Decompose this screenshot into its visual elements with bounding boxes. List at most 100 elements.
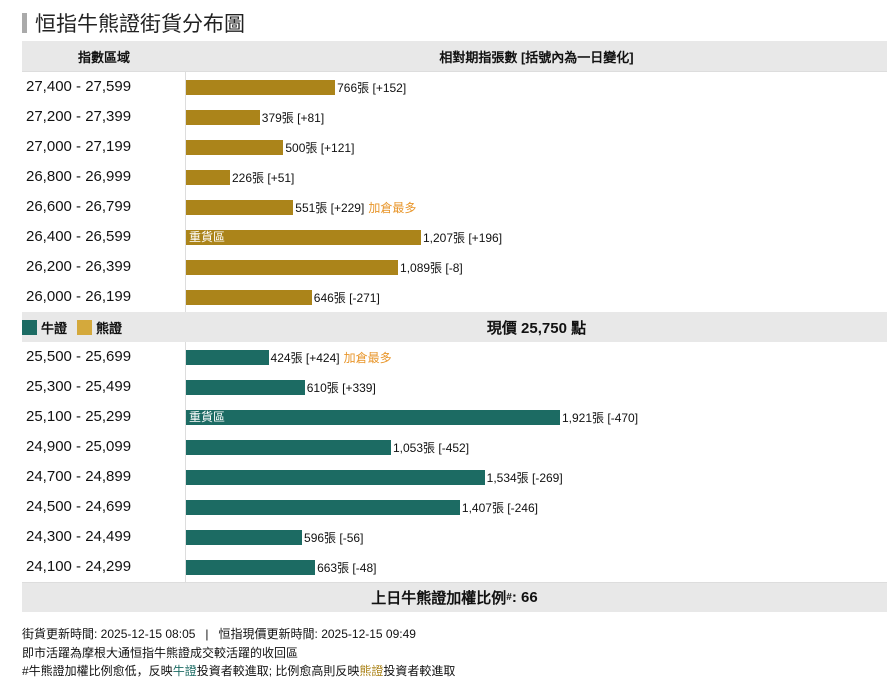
bear-row: 26,000 - 26,199 646張 [-271]: [22, 282, 887, 312]
title-marker: [22, 13, 27, 33]
bar-cell: 646張 [-271]: [186, 282, 887, 312]
range-label: 25,100 - 25,299: [22, 402, 186, 432]
bar-value-label: 226張 [+51]: [232, 170, 295, 185]
update-time-note: 街貨更新時間: 2025-12-15 08:05 | 恒指現價更新時間: 202…: [22, 627, 416, 641]
bear-bar: [186, 259, 399, 275]
active-zone-note: 即市活躍為摩根大通恒指牛熊證成交較活躍的收回區: [22, 645, 299, 660]
bear-rows: 27,400 - 27,599 766張 [+152] 27,200 - 27,39…: [22, 72, 887, 312]
bar-cell: 610張 [+339]: [186, 372, 887, 402]
bar-value-label: 500張 [+121]: [285, 140, 355, 155]
bull-bar: [186, 559, 316, 575]
range-label: 27,200 - 27,399: [22, 102, 186, 132]
bull-bar: [186, 469, 485, 485]
count-column-header: 相對期指張數 [括號內為一日變化]: [439, 49, 634, 65]
bull-swatch: [22, 319, 37, 335]
bar-cell: 重貨區 1,207張 [+196]: [186, 222, 887, 252]
title-text: 恒指牛熊證街貨分布圖: [35, 13, 245, 36]
range-label: 26,800 - 26,999: [22, 162, 186, 192]
bar-value-label: 1,407張 [-246]: [461, 500, 538, 515]
page-title: 恒指牛熊證街貨分布圖: [22, 10, 245, 36]
bull-row: 24,700 - 24,899 1,534張 [-269]: [22, 462, 887, 492]
bear-row: 27,000 - 27,199 500張 [+121]: [22, 132, 887, 162]
bar-cell: 379張 [+81]: [186, 102, 887, 132]
range-label: 26,000 - 26,199: [22, 282, 186, 312]
bull-bar: [186, 499, 460, 515]
bar-value-label: 1,921張 [-470]: [562, 410, 639, 425]
range-label: 26,600 - 26,799: [22, 192, 186, 222]
bar-value-label: 379張 [+81]: [261, 110, 325, 125]
current-price: 現價 25,750 點: [486, 319, 587, 337]
bar-cell: 766張 [+152]: [186, 72, 887, 102]
range-label: 24,100 - 24,299: [22, 552, 186, 582]
bear-row: 26,600 - 26,799 551張 [+229] 加倉最多: [22, 192, 887, 222]
bull-row: 25,300 - 25,499 610張 [+339]: [22, 372, 887, 402]
bar-value-label: 610張 [+339]: [306, 380, 376, 395]
bear-bar: [186, 109, 260, 125]
bull-bar: [186, 439, 391, 455]
bear-bar: [186, 79, 336, 95]
weight-ratio-value: : 66: [511, 589, 538, 606]
range-column-header: 指數區域: [77, 49, 130, 65]
most-added-tag: 加倉最多: [368, 200, 417, 215]
bar-cell: 1,534張 [-269]: [186, 462, 887, 492]
ratio-note-c: 投資者較進取; 比例愈高則反映: [196, 664, 360, 678]
bar-value-label: 646張 [-271]: [313, 290, 380, 305]
weight-ratio-label: 上日牛熊證加權比例: [371, 590, 507, 607]
range-label: 26,400 - 26,599: [22, 222, 186, 252]
bear-row: 27,200 - 27,399 379張 [+81]: [22, 102, 887, 132]
bar-value-label: 663張 [-48]: [317, 560, 377, 575]
bar-value-label: 1,053張 [-452]: [393, 440, 470, 455]
bear-row: 27,400 - 27,599 766張 [+152]: [22, 72, 887, 102]
bear-row: 26,400 - 26,599 重貨區 1,207張 [+196]: [22, 222, 887, 252]
bar-value-label: 1,207張 [+196]: [422, 230, 503, 245]
bar-value-label: 1,534張 [-269]: [486, 470, 563, 485]
range-label: 24,900 - 25,099: [22, 432, 186, 462]
bull-bar: [186, 529, 303, 545]
bear-swatch: [77, 319, 93, 335]
bar-cell: 1,089張 [-8]: [186, 252, 887, 282]
bear-bar: [186, 199, 294, 215]
ratio-note: #牛熊證加權比例愈低，反映牛證投資者較進取; 比例愈高則反映熊證投資者較進取: [22, 662, 455, 681]
bar-cell: 500張 [+121]: [186, 132, 887, 162]
ratio-note-e: 投資者較進取: [383, 664, 456, 678]
ratio-note-a: #牛熊證加權比例愈低，反映: [22, 664, 173, 678]
range-label: 25,300 - 25,499: [22, 372, 186, 402]
bull-row: 25,500 - 25,699 424張 [+424] 加倉最多: [22, 342, 887, 372]
bear-bar: [186, 289, 312, 305]
ratio-note-bear: 熊證: [359, 664, 384, 678]
bar-cell: 1,053張 [-452]: [186, 432, 887, 462]
legend-bear: 熊證: [96, 320, 123, 336]
bear-bar: [186, 139, 284, 155]
most-added-tag: 加倉最多: [343, 350, 392, 365]
bull-bar: 重貨區: [186, 409, 560, 425]
legend-bull: 牛證: [41, 320, 68, 336]
range-label: 25,500 - 25,699: [22, 342, 186, 372]
bar-value-label: 551張 [+229]: [295, 200, 365, 215]
bull-row: 24,100 - 24,299 663張 [-48]: [22, 552, 887, 582]
bar-value-label: 766張 [+152]: [337, 80, 407, 95]
weight-ratio-row: 上日牛熊證加權比例 #: 66: [22, 582, 887, 612]
bar-cell: 重貨區 1,921張 [-470]: [186, 402, 887, 432]
range-label: 24,300 - 24,499: [22, 522, 186, 552]
bar-cell: 424張 [+424] 加倉最多: [186, 342, 887, 372]
bear-row: 26,200 - 26,399 1,089張 [-8]: [22, 252, 887, 282]
table-header: 指數區域 相對期指張數 [括號內為一日變化]: [22, 41, 887, 72]
bar-value-label: 596張 [-56]: [304, 530, 364, 545]
bar-cell: 226張 [+51]: [186, 162, 887, 192]
heavy-zone-label: 重貨區: [189, 229, 226, 244]
range-label: 26,200 - 26,399: [22, 252, 186, 282]
bar-cell: 1,407張 [-246]: [186, 492, 887, 522]
footnotes: 街貨更新時間: 2025-12-15 08:05 | 恒指現價更新時間: 202…: [22, 625, 455, 681]
bull-row: 25,100 - 25,299 重貨區 1,921張 [-470]: [22, 402, 887, 432]
range-label: 24,700 - 24,899: [22, 462, 186, 492]
bull-rows: 25,500 - 25,699 424張 [+424] 加倉最多 25,300 - 2…: [22, 342, 887, 582]
range-label: 27,400 - 27,599: [22, 72, 186, 102]
bar-value-label: 1,089張 [-8]: [400, 260, 463, 275]
distribution-table: 指數區域 相對期指張數 [括號內為一日變化] 27,400 - 27,599 76…: [22, 41, 887, 612]
bull-row: 24,900 - 25,099 1,053張 [-452]: [22, 432, 887, 462]
bear-row: 26,800 - 26,999 226張 [+51]: [22, 162, 887, 192]
bar-cell: 551張 [+229] 加倉最多: [186, 192, 887, 222]
bar-cell: 596張 [-56]: [186, 522, 887, 552]
range-label: 27,000 - 27,199: [22, 132, 186, 162]
range-label: 24,500 - 24,699: [22, 492, 186, 522]
